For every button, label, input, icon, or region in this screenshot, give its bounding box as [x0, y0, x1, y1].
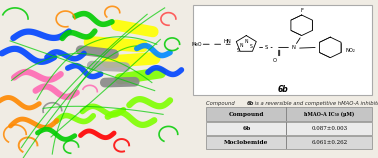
Bar	[206, 107, 372, 121]
Text: S: S	[237, 48, 240, 53]
Text: 0.087±0.003: 0.087±0.003	[311, 126, 347, 131]
Bar	[193, 5, 372, 95]
Text: S: S	[265, 45, 268, 50]
Text: N: N	[245, 39, 248, 44]
Text: S: S	[249, 44, 253, 49]
Text: HN: HN	[223, 39, 231, 44]
Text: MeO: MeO	[191, 42, 202, 47]
Text: 6b: 6b	[277, 85, 288, 94]
Text: N: N	[240, 43, 243, 48]
Bar	[206, 122, 372, 135]
Text: N: N	[291, 45, 295, 50]
Text: Compound: Compound	[229, 112, 264, 117]
Text: Compound: Compound	[206, 101, 237, 106]
Text: NO₂: NO₂	[345, 48, 355, 53]
Text: hMAO-A IC₅₀ (μM): hMAO-A IC₅₀ (μM)	[304, 112, 355, 117]
Text: 6.061±0.262: 6.061±0.262	[311, 140, 347, 145]
Text: O: O	[273, 58, 277, 63]
Text: 6b: 6b	[242, 126, 250, 131]
Text: F: F	[300, 8, 303, 13]
Text: Moclobemide: Moclobemide	[224, 140, 268, 145]
Bar	[206, 136, 372, 149]
Text: 6b: 6b	[246, 101, 254, 106]
Text: is a reversible and competitive hMAO-A inhibitor: is a reversible and competitive hMAO-A i…	[253, 101, 378, 106]
